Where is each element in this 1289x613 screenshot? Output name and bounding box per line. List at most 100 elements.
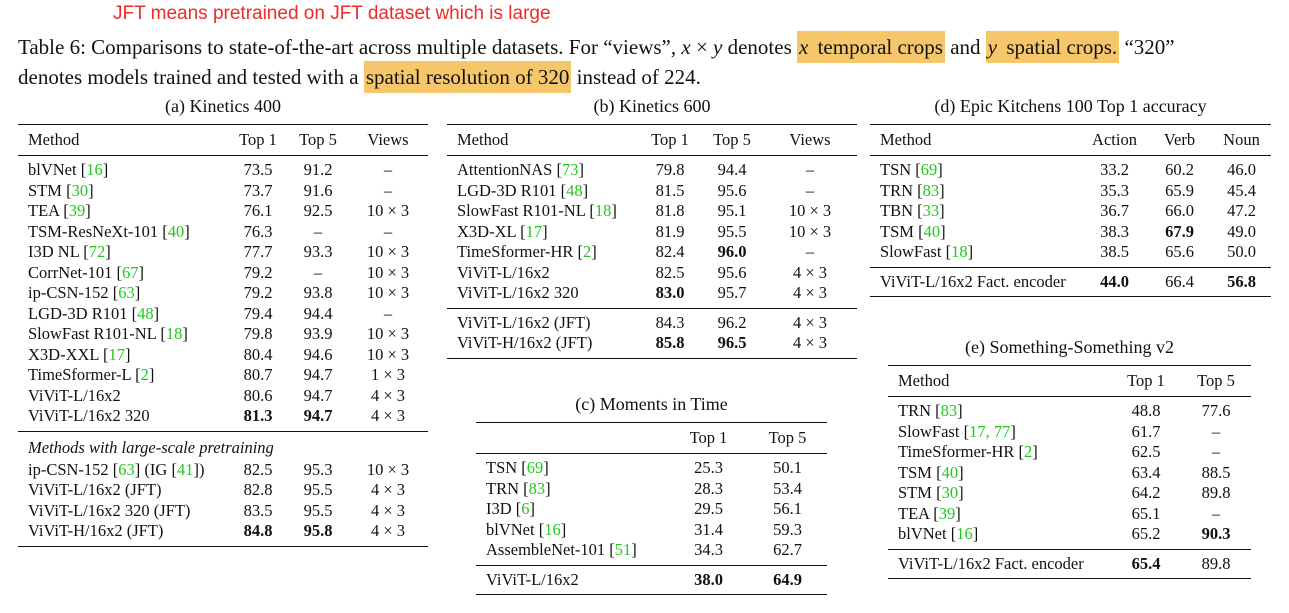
column-header: Top 1 [651,130,689,149]
table-bottom-rule [476,594,827,595]
citation-link[interactable]: 17 [525,221,543,241]
citation-link[interactable]: 39 [938,503,956,523]
method-name: SlowFast R101-NL [457,201,590,220]
value-cell: 88.5 [1201,462,1231,482]
citation-link[interactable]: 40 [923,221,941,241]
table-row: ViViT-L/16x2 320 81.3 94.7 4 × 3 [18,406,428,427]
method-name: ip-CSN-152 [28,283,113,302]
citation-link[interactable]: 18 [165,324,183,343]
citation-link[interactable]: 16 [86,160,103,179]
citation-link[interactable]: 30 [71,180,89,200]
citation-link[interactable]: 18 [594,201,612,220]
value-cell: 94.4 [717,160,747,179]
column-header: Top 1 [689,428,728,447]
table-row: blVNet [16] 31.4 59.3 [476,520,827,541]
value-cell: – [1211,503,1221,523]
method-name: AssembleNet-101 [486,540,610,559]
value-cell: 95.1 [717,201,747,220]
table-group: Methods with large-scale pretraining ip-C… [18,430,428,546]
citation-link[interactable]: 18 [951,242,968,261]
value-cell: 90.3 [1201,524,1231,543]
value-cell: – [313,221,323,241]
value-cell: 50.1 [773,458,802,477]
table-bottom-rule [888,578,1251,579]
table-something-something: (e) Something-Something v2 Method Top 1 Top… [888,335,1251,579]
citation-link[interactable]: 41 [176,459,194,479]
value-cell: – [383,160,393,179]
method-cell: TSM [40] [880,221,946,241]
citation-link[interactable]: 72 [88,242,106,261]
column-header: Method [457,130,509,149]
citation-link[interactable]: 83 [922,180,940,200]
citation-link[interactable]: 17 [108,344,126,364]
table-group: blVNet [16] 73.5 91.2– STM [30] 73.7 91.6– TEA… [18,155,428,431]
value-cell: 67.9 [1165,221,1194,241]
method-name: ViViT-H/16x2 (JFT) [457,333,593,352]
citation-link[interactable]: 69 [920,160,938,179]
table-row: AttentionNAS [73] 79.8 94.4 – [447,160,857,181]
citation-link[interactable]: 2 [1024,442,1033,461]
method-cell: CorrNet-101 [67] [28,262,144,282]
table-group: ViViT-L/16x2 Fact. encoder 44.0 66.4 56.8 [870,266,1271,297]
citation-link[interactable]: 48 [566,180,583,200]
value-cell: 60.2 [1165,160,1194,179]
citation-link[interactable]: 16 [956,524,973,543]
table-row: ViViT-L/16x2 Fact. encoder 44.0 66.4 56.8 [870,272,1271,293]
citation-link[interactable]: 40 [167,221,185,241]
value-cell: 4 × 3 [370,500,406,520]
table-header-row: Method Action Verb Noun [870,124,1271,155]
method-name: SlowFast [880,242,946,261]
value-cell: – [383,221,393,241]
value-cell: 73.7 [243,180,273,200]
method-name: TSN [880,160,916,179]
method-name: ViViT-H/16x2 (JFT) [28,521,164,540]
citation-link[interactable]: 83 [528,478,546,498]
value-cell: 4 × 3 [792,333,828,352]
citation-link[interactable]: 17, 77 [969,421,1011,441]
citation-link[interactable]: 63 [118,283,135,302]
method-cell: ip-CSN-152 [63] [28,283,141,302]
citation-link[interactable]: 2 [140,365,149,384]
value-cell: 93.3 [303,242,333,261]
citation-link[interactable]: 67 [121,262,139,282]
method-name: STM [28,180,67,200]
column-header: Views [789,130,831,149]
citation-link[interactable]: 48 [137,303,154,323]
table-title: (a) Kinetics 400 [165,96,281,116]
caption-segment: Table 6: Comparisons to state-of-the-art… [18,35,682,59]
table-row: X3D-XL [17] 81.9 95.5 10 × 3 [447,222,857,243]
caption-segment: instead of 224. [571,65,701,89]
method-name: X3D-XL [457,221,521,241]
citation-link[interactable]: 69 [526,458,544,477]
value-cell: 83.5 [243,500,273,520]
value-cell: – [313,262,323,282]
method-cell: TSN [69] [880,160,943,179]
value-cell: 77.7 [243,242,273,261]
citation-link[interactable]: 83 [940,401,958,420]
value-cell: 95.5 [303,480,333,499]
method-name: ViViT-L/16x2 (JFT) [457,312,591,332]
method-name: TRN [486,478,524,498]
value-cell: 64.9 [773,569,802,589]
value-cell: 80.4 [243,344,273,364]
method-name: ViViT-L/16x2 320 [457,283,579,302]
citation-link[interactable]: 51 [614,540,632,559]
citation-link[interactable]: 40 [941,462,959,482]
citation-link[interactable]: 63 [118,459,135,479]
citation-link[interactable]: 16 [544,519,561,539]
table-group: ViViT-L/16x2 (JFT) 84.3 96.2 4 × 3 ViViT-H/1… [447,307,857,358]
method-cell: AttentionNAS [73] [457,160,584,179]
method-name: TSM [898,462,937,482]
citation-link[interactable]: 73 [561,160,579,179]
value-cell: 38.3 [1100,221,1129,241]
citation-link[interactable]: 30 [941,483,959,502]
citation-link[interactable]: 2 [583,242,592,261]
table-caption: Table 6: Comparisons to state-of-the-art… [18,31,1280,93]
table-row: ViViT-L/16x2 (JFT) 84.3 96.2 4 × 3 [447,313,857,334]
citation-link[interactable]: 6 [521,499,530,518]
citation-link[interactable]: 39 [68,201,86,220]
table-row: ViViT-L/16x2 320 (JFT) 83.5 95.5 4 × 3 [18,501,428,522]
value-cell: 4 × 3 [792,312,828,332]
citation-link[interactable]: 33 [922,201,940,220]
value-cell: – [805,180,815,200]
